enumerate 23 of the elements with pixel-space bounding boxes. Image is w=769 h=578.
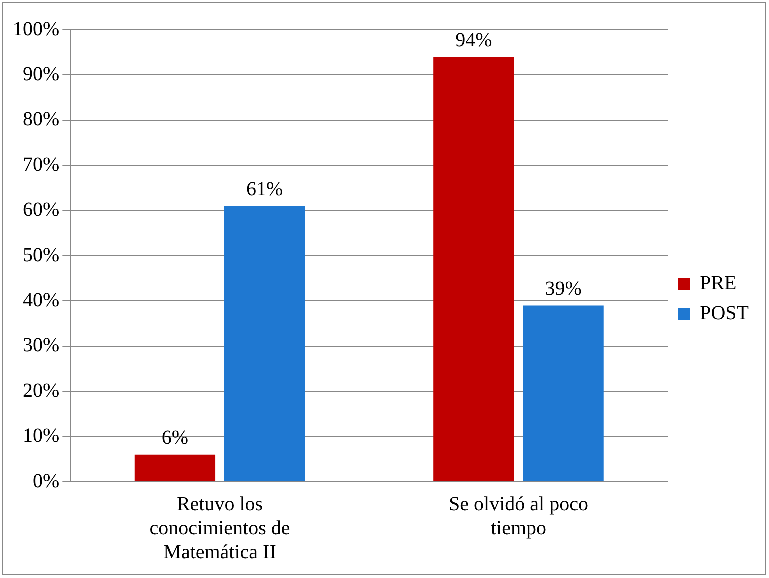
y-tick-label: 60% (22, 199, 60, 222)
data-label: 6% (162, 427, 189, 450)
bar (224, 206, 306, 482)
y-tick-label: 100% (12, 18, 60, 40)
data-label: 61% (246, 178, 284, 201)
x-tick-label: Se olvidó al poco tiempo (449, 493, 588, 540)
y-tick-label: 70% (22, 154, 60, 176)
y-tick-label: 0% (32, 470, 60, 492)
y-tick-label: 90% (22, 63, 60, 86)
y-tick-label: 20% (22, 380, 60, 402)
data-label: 39% (545, 278, 582, 300)
data-label: 94% (456, 29, 492, 52)
x-tick-label: Retuvo los conocimientos de Matemática II (150, 493, 290, 564)
bar (134, 454, 216, 482)
y-tick-label: 50% (22, 244, 60, 266)
y-tick-label: 80% (22, 108, 60, 131)
legend-label: PRE (700, 272, 737, 294)
y-tick-label: 30% (22, 334, 60, 357)
legend-label: POST (700, 302, 749, 324)
y-tick-label: 10% (22, 425, 60, 448)
bar (523, 306, 604, 482)
y-tick-label: 40% (22, 289, 60, 312)
bar (434, 57, 514, 482)
